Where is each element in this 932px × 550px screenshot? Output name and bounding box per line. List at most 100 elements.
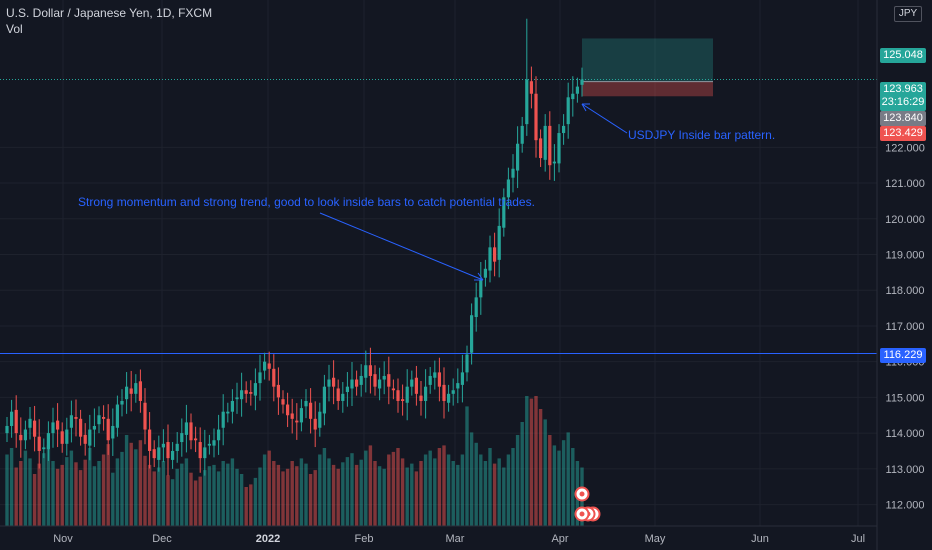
time-tick-label: Jul [851, 533, 865, 545]
price-tick-label: 120.000 [885, 214, 925, 226]
candle-body [433, 372, 437, 378]
volume-bar [88, 448, 92, 526]
candle-body [502, 197, 506, 228]
volume-bar [327, 458, 331, 526]
volume-bar [456, 464, 460, 526]
volume-bar [336, 468, 340, 526]
candle-body [405, 386, 409, 403]
candle-body [447, 393, 451, 403]
volume-bar [51, 461, 55, 526]
volume-bar [124, 435, 129, 526]
volume-bar [69, 450, 74, 526]
candle-body [249, 392, 253, 394]
price-tick-label: 114.000 [886, 428, 925, 440]
volume-bar [74, 462, 78, 526]
candle-body [253, 383, 257, 396]
time-tick-label: 2022 [256, 533, 280, 545]
candle-body [575, 86, 579, 94]
candle-body [161, 443, 165, 448]
position-zones [582, 38, 713, 97]
candle-body [566, 97, 570, 125]
candle-body [401, 399, 405, 401]
volume-bar [226, 463, 230, 526]
currency-button[interactable]: JPY [894, 6, 922, 22]
price-axis[interactable]: 112.000113.000114.000115.000116.000117.0… [885, 142, 925, 511]
volume-bar [571, 448, 575, 526]
candle-body [516, 143, 520, 171]
candle-body [318, 411, 322, 428]
volume-bar [101, 454, 106, 526]
time-axis[interactable]: Nov Dec 2022 Feb Mar Apr May Jun Jul [53, 533, 865, 545]
event-markers[interactable] [574, 486, 601, 522]
candle-body [143, 402, 147, 430]
candle-body [580, 79, 584, 85]
candle-body [194, 438, 198, 441]
candle-body [83, 434, 87, 444]
volume-bar [497, 458, 501, 526]
pattern-annotation[interactable]: USDJPY Inside bar pattern. [628, 128, 776, 142]
candle-body [290, 413, 294, 419]
volume-bar [115, 458, 120, 526]
volume-bar [152, 471, 156, 526]
candle-body [470, 315, 474, 353]
volume-bar [19, 461, 23, 526]
candle-body [65, 429, 69, 444]
candle-body [309, 402, 313, 419]
candle-body [364, 365, 368, 378]
candle-body [488, 247, 492, 271]
volume-bar [180, 463, 184, 526]
volume-bar [60, 464, 64, 526]
candle-body [341, 393, 345, 401]
volume-bar [42, 453, 46, 526]
volume-bar [65, 457, 69, 526]
candle-body [437, 372, 441, 387]
volume-bar [387, 454, 391, 526]
volume-bar [410, 463, 414, 526]
candle-body [506, 179, 510, 198]
volume-bar [345, 457, 350, 526]
candle-body [557, 133, 561, 164]
volume-bar [276, 464, 281, 526]
volume-bar [129, 442, 133, 526]
volume-bar [216, 471, 221, 526]
volume-bar [272, 461, 276, 526]
volume-bar [423, 454, 428, 526]
candle-body [102, 417, 106, 419]
candle-body [111, 425, 115, 439]
volume-bar [92, 466, 97, 526]
volume-indicator-label[interactable]: Vol [6, 22, 23, 36]
volume-bar [548, 435, 552, 526]
volume-bar [529, 398, 534, 526]
candle-body [456, 383, 460, 389]
price-levels [0, 78, 877, 354]
candle-body [51, 422, 55, 434]
trend-arrow-line [319, 212, 484, 281]
trend-annotation[interactable]: Strong momentum and strong trend, good t… [78, 195, 535, 209]
volume-bar [479, 454, 483, 526]
candle-body [419, 395, 423, 401]
volume-bar [166, 475, 170, 526]
volume-bar [235, 468, 239, 526]
volume-bar [511, 448, 515, 526]
volume-bar [318, 454, 322, 526]
current-price-tag: 123.963 23:16:29 [880, 82, 926, 111]
volume-bar [295, 466, 299, 526]
candle-body [120, 400, 124, 405]
candle-body [115, 404, 119, 428]
candle-body [5, 425, 9, 434]
candle-body [539, 138, 543, 159]
volume-bar [382, 468, 386, 526]
candle-body [217, 429, 221, 441]
volume-bar [267, 450, 271, 526]
volume-bar [244, 487, 248, 526]
candle-body [483, 268, 487, 278]
volume-bar [143, 455, 147, 526]
candle-body [382, 375, 386, 380]
candle-body [148, 429, 152, 451]
volume-bar [331, 464, 336, 526]
volume-bar [488, 448, 492, 526]
candle-body [60, 431, 64, 444]
volume-bar [111, 472, 115, 526]
candle-body [221, 411, 225, 428]
